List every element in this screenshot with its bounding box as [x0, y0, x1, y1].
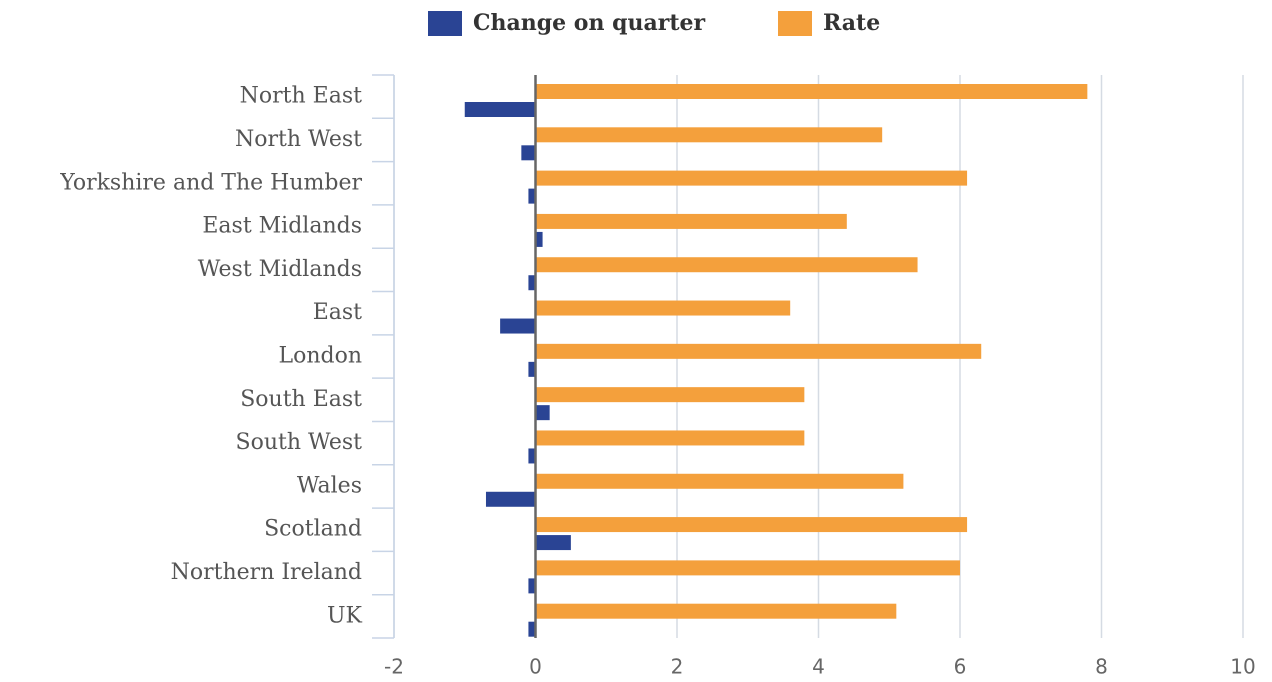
bar: [535, 127, 883, 143]
y-tick-label: UK: [327, 603, 363, 628]
bar: [535, 231, 543, 247]
y-tick-label: North West: [235, 127, 362, 152]
bar: [535, 517, 968, 533]
x-tick-label: 2: [671, 655, 684, 679]
bar: [528, 578, 536, 594]
x-tick-label: 4: [812, 655, 825, 679]
y-tick-label: Yorkshire and The Humber: [59, 170, 362, 195]
bar: [528, 621, 536, 637]
x-tick-label: 6: [954, 655, 967, 679]
legend-label: Rate: [823, 10, 880, 36]
bar: [535, 535, 571, 551]
bar: [464, 102, 536, 117]
bar: [535, 300, 791, 316]
bar: [535, 343, 982, 359]
legend-label: Change on quarter: [473, 10, 706, 36]
y-tick-label: East Midlands: [202, 214, 362, 239]
bar: [535, 170, 968, 186]
legend-swatch: [428, 11, 462, 36]
bar: [535, 473, 904, 489]
bar: [528, 275, 536, 291]
bar: [535, 603, 897, 619]
bar: [528, 188, 536, 204]
bar: [500, 318, 536, 334]
y-tick-label: West Midlands: [198, 257, 362, 282]
y-tick-label: East: [313, 300, 362, 325]
y-tick-label: North East: [240, 84, 362, 109]
legend-swatch: [778, 11, 812, 36]
bar: [535, 405, 550, 421]
bar: [535, 84, 1088, 99]
y-tick-label: South East: [240, 387, 362, 412]
bar: [535, 430, 805, 446]
y-tick-label: Scotland: [264, 517, 362, 542]
y-tick-label: Northern Ireland: [171, 560, 362, 585]
y-tick-label: London: [278, 344, 362, 369]
bar: [528, 361, 536, 377]
x-tick-label: 0: [529, 655, 542, 679]
bar: [485, 491, 536, 507]
bar: [521, 145, 536, 161]
bar: [535, 213, 847, 229]
bar: [528, 448, 536, 464]
bar: [535, 387, 805, 403]
y-tick-label: South West: [236, 430, 363, 455]
bar: [535, 257, 918, 273]
bar: [535, 560, 960, 576]
y-tick-label: Wales: [297, 473, 362, 498]
x-tick-label: 10: [1230, 655, 1255, 679]
x-tick-label: 8: [1095, 655, 1108, 679]
x-tick-label: -2: [384, 655, 404, 679]
